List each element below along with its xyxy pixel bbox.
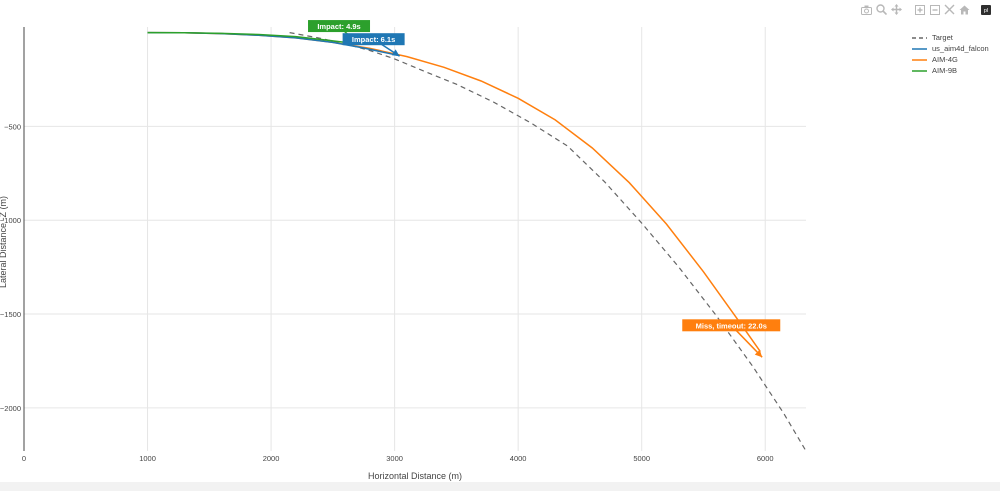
legend: Target us_aim4d_falcon AIM-4G AIM-9B — [912, 32, 989, 76]
annotation-box — [682, 319, 781, 332]
legend-swatch — [912, 69, 927, 72]
plotly-logo-icon[interactable]: pl — [979, 3, 992, 16]
plotly-logo-text: pl — [983, 8, 987, 14]
annotation-arrowhead — [391, 49, 400, 57]
annotation-arrowhead — [754, 349, 763, 358]
zoom-in-icon[interactable] — [913, 3, 926, 16]
y-tick-label: −1000 — [0, 216, 21, 225]
x-tick-label: 6000 — [757, 454, 774, 463]
x-tick-label: 4000 — [510, 454, 527, 463]
legend-swatch — [912, 58, 927, 61]
home-icon[interactable] — [958, 3, 971, 16]
legend-item-aim-9b[interactable]: AIM-9B — [912, 65, 989, 76]
legend-swatch — [912, 47, 927, 50]
series-line-target[interactable] — [289, 32, 807, 452]
legend-item-aim-4g[interactable]: AIM-4G — [912, 54, 989, 65]
annotation-label: Impact: 6.1s — [352, 35, 395, 44]
legend-label: AIM-9B — [932, 66, 958, 75]
y-tick-label: −500 — [4, 122, 21, 131]
annotation-1: Impact: 6.1s — [342, 33, 405, 57]
y-tick-label: −2000 — [0, 404, 21, 413]
annotation-label: Impact: 4.9s — [317, 22, 360, 31]
zoom-icon[interactable] — [875, 3, 888, 16]
x-axis-title: Horizontal Distance (m) — [368, 471, 462, 481]
y-tick-label: −1500 — [0, 310, 21, 319]
autoscale-icon[interactable] — [943, 3, 956, 16]
annotation-box — [342, 33, 405, 46]
legend-item-target[interactable]: Target — [912, 32, 989, 43]
legend-swatch — [912, 36, 927, 39]
zoom-out-icon[interactable] — [928, 3, 941, 16]
x-tick-label: 3000 — [386, 454, 403, 463]
x-tick-label: 2000 — [263, 454, 280, 463]
axis-layer: 0 1000 2000 3000 4000 5000 6000 −500 −1000 −1500 −… — [0, 27, 774, 463]
annotation-label: Miss, timeout: 22.0s — [696, 321, 767, 330]
pan-icon[interactable] — [890, 3, 903, 16]
x-tick-label: 5000 — [633, 454, 650, 463]
series-line-aim-4g[interactable] — [147, 31, 761, 353]
legend-item-us-aim4d-falcon[interactable]: us_aim4d_falcon — [912, 43, 989, 54]
legend-label: Target — [932, 33, 953, 42]
grid-layer — [24, 27, 806, 451]
y-axis-title: Lateral Distance -Z (m) — [0, 196, 8, 288]
annotation-layer: Impact: 4.9s Impact: 6.1s Miss, timeout: 2… — [308, 20, 781, 358]
camera-icon[interactable] — [860, 3, 873, 16]
annotation-2: Miss, timeout: 22.0s — [682, 319, 781, 358]
legend-label: us_aim4d_falcon — [932, 44, 989, 53]
x-tick-label: 1000 — [139, 454, 156, 463]
series-layer — [147, 31, 807, 452]
page-footer-strip — [0, 482, 1000, 491]
annotation-box — [308, 20, 371, 33]
modebar: pl — [860, 3, 992, 16]
x-tick-label: 0 — [22, 454, 26, 463]
series-line-aim-9b[interactable] — [147, 31, 358, 45]
legend-label: AIM-4G — [932, 55, 958, 64]
